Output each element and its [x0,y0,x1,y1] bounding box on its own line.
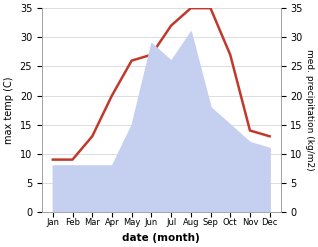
Y-axis label: max temp (C): max temp (C) [4,76,14,144]
Y-axis label: med. precipitation (kg/m2): med. precipitation (kg/m2) [305,49,314,171]
X-axis label: date (month): date (month) [122,233,200,243]
